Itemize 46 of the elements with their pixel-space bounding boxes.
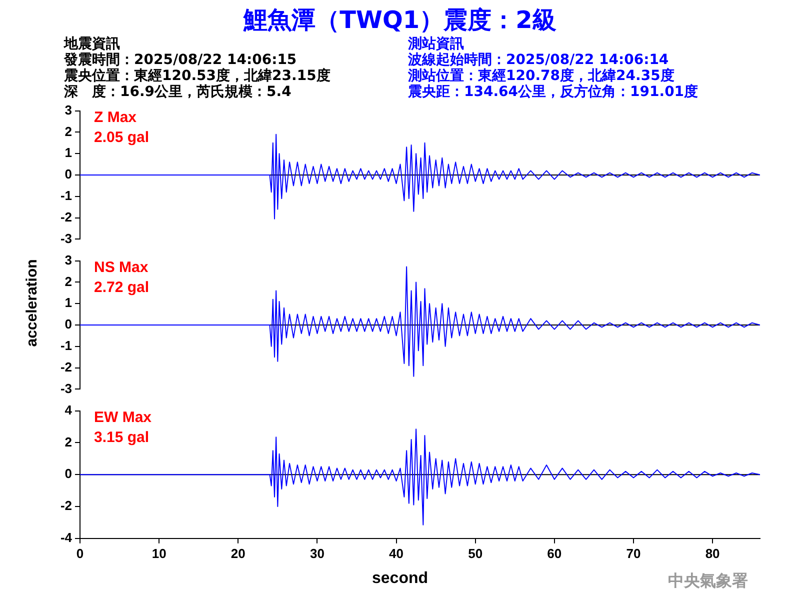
y-axis-title: acceleration [24, 259, 40, 347]
y-tick-label: 2 [64, 434, 72, 450]
annotation: 2.72 gal [94, 278, 150, 298]
chart-title: 鯉魚潭（TWQ1）震度：2級 [242, 5, 558, 36]
y-tick-label: 3 [64, 252, 72, 268]
annotation: 3.15 gal [94, 428, 150, 448]
text: 波線起始時間：2025/08/22 14:06:14 [408, 52, 669, 68]
y-tick-label: 2 [64, 124, 72, 139]
y-tick-label: 0 [64, 466, 72, 482]
x-tick-label: 70 [626, 546, 641, 561]
y-tick-label: -2 [60, 209, 72, 224]
annotation: EW Max [94, 408, 152, 428]
y-tick-label: -1 [60, 188, 72, 203]
y-tick-label: 4 [64, 402, 73, 418]
y-tick-label: -1 [60, 338, 72, 353]
text: 震央位置：東經120.53度，北緯23.15度 [64, 68, 330, 84]
x-tick-label: 10 [152, 546, 166, 561]
x-tick-label: 0 [76, 546, 84, 561]
x-tick-label: 80 [705, 546, 720, 561]
y-tick-label: -3 [60, 230, 72, 246]
y-tick-label: 3 [64, 102, 72, 118]
y-tick-label: 2 [64, 274, 72, 289]
y-tick-label: -3 [60, 380, 72, 396]
annotation: NS Max [94, 258, 150, 278]
y-tick-label: -2 [60, 498, 72, 514]
y-tick-label: -4 [60, 530, 73, 545]
y-tick-label: 1 [64, 295, 72, 310]
text: 中央氣象署 [668, 571, 748, 592]
x-tick-label: 20 [230, 546, 246, 561]
text: 發震時間：2025/08/22 14:06:15 [64, 52, 298, 68]
annotation: 2.05 gal [94, 128, 150, 148]
x-tick-label: 60 [547, 546, 562, 561]
x-tick-label: 30 [310, 546, 324, 561]
x-tick-label: 40 [389, 546, 404, 561]
text: 深 度：16.9公里，芮氏規模：5.4 [64, 84, 292, 100]
y-tick-label: 0 [64, 316, 72, 332]
x-axis-title: second [372, 570, 428, 588]
y-tick-label: 1 [64, 145, 72, 160]
y-tick-label: -2 [60, 359, 72, 374]
annotation: Z Max [94, 108, 138, 128]
text: 測站資訊 [408, 36, 465, 52]
text: 測站位置：東經120.78度，北緯24.35度 [408, 68, 676, 84]
y-tick-label: 0 [64, 166, 72, 182]
x-tick-label: 50 [468, 546, 483, 561]
text: 地震資訊 [64, 36, 121, 52]
text: 震央距：134.64公里，反方位角：191.01度 [408, 84, 698, 100]
